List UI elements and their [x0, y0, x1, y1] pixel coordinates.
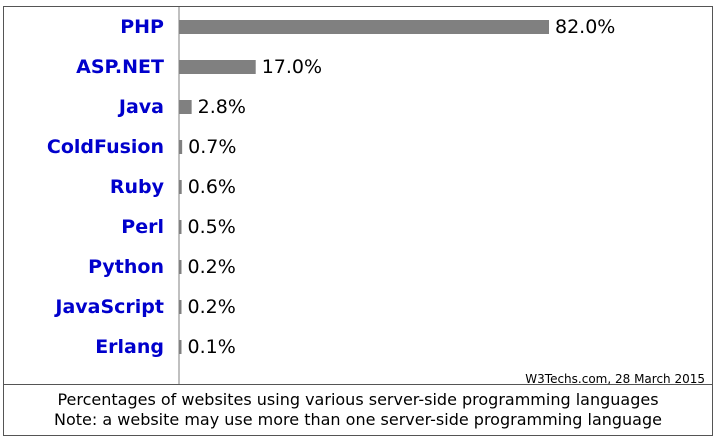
- category-label-coldfusion: ColdFusion: [47, 136, 164, 158]
- bar-python: [179, 260, 182, 274]
- value-label-erlang: 0.1%: [188, 336, 236, 358]
- value-labels: 82.0% 17.0% 2.8% 0.7% 0.6% 0.5% 0.2% 0.2% 0.1%: [188, 16, 616, 358]
- value-label-ruby: 0.6%: [188, 176, 236, 198]
- bar-erlang: [179, 340, 182, 354]
- category-labels: PHP ASP.NET Java ColdFusion Ruby Perl Python Ja…: [47, 16, 165, 358]
- value-label-perl: 0.5%: [188, 216, 236, 238]
- chart-plot: PHP ASP.NET Java ColdFusion Ruby Perl Python Ja…: [47, 7, 616, 384]
- bar-perl: [179, 220, 182, 234]
- bar-ruby: [179, 180, 182, 194]
- bar-asp-net: [179, 60, 256, 74]
- value-label-coldfusion: 0.7%: [188, 136, 236, 158]
- category-label-erlang: Erlang: [95, 336, 164, 358]
- source-credit: W3Techs.com, 28 March 2015: [525, 372, 705, 386]
- value-label-java: 2.8%: [198, 96, 246, 118]
- chart-caption: Percentages of websites using various se…: [4, 384, 712, 435]
- chart-frame: PHP ASP.NET Java ColdFusion Ruby Perl Python Ja…: [3, 6, 713, 436]
- caption-line-2: Note: a website may use more than one se…: [54, 410, 662, 429]
- category-label-php: PHP: [120, 16, 164, 38]
- category-label-java: Java: [117, 96, 164, 118]
- value-label-asp-net: 17.0%: [262, 56, 322, 78]
- value-label-javascript: 0.2%: [188, 296, 236, 318]
- category-label-perl: Perl: [121, 216, 164, 238]
- bar-coldfusion: [179, 140, 183, 154]
- bar-java: [179, 100, 192, 114]
- bar-javascript: [179, 300, 182, 314]
- caption-line-1: Percentages of websites using various se…: [57, 390, 659, 409]
- bars: [179, 20, 549, 354]
- category-label-asp-net: ASP.NET: [76, 56, 164, 78]
- value-label-python: 0.2%: [188, 256, 236, 278]
- bar-php: [179, 20, 549, 34]
- category-label-ruby: Ruby: [110, 176, 165, 198]
- category-label-javascript: JavaScript: [53, 296, 164, 318]
- value-label-php: 82.0%: [555, 16, 615, 38]
- category-label-python: Python: [88, 256, 164, 278]
